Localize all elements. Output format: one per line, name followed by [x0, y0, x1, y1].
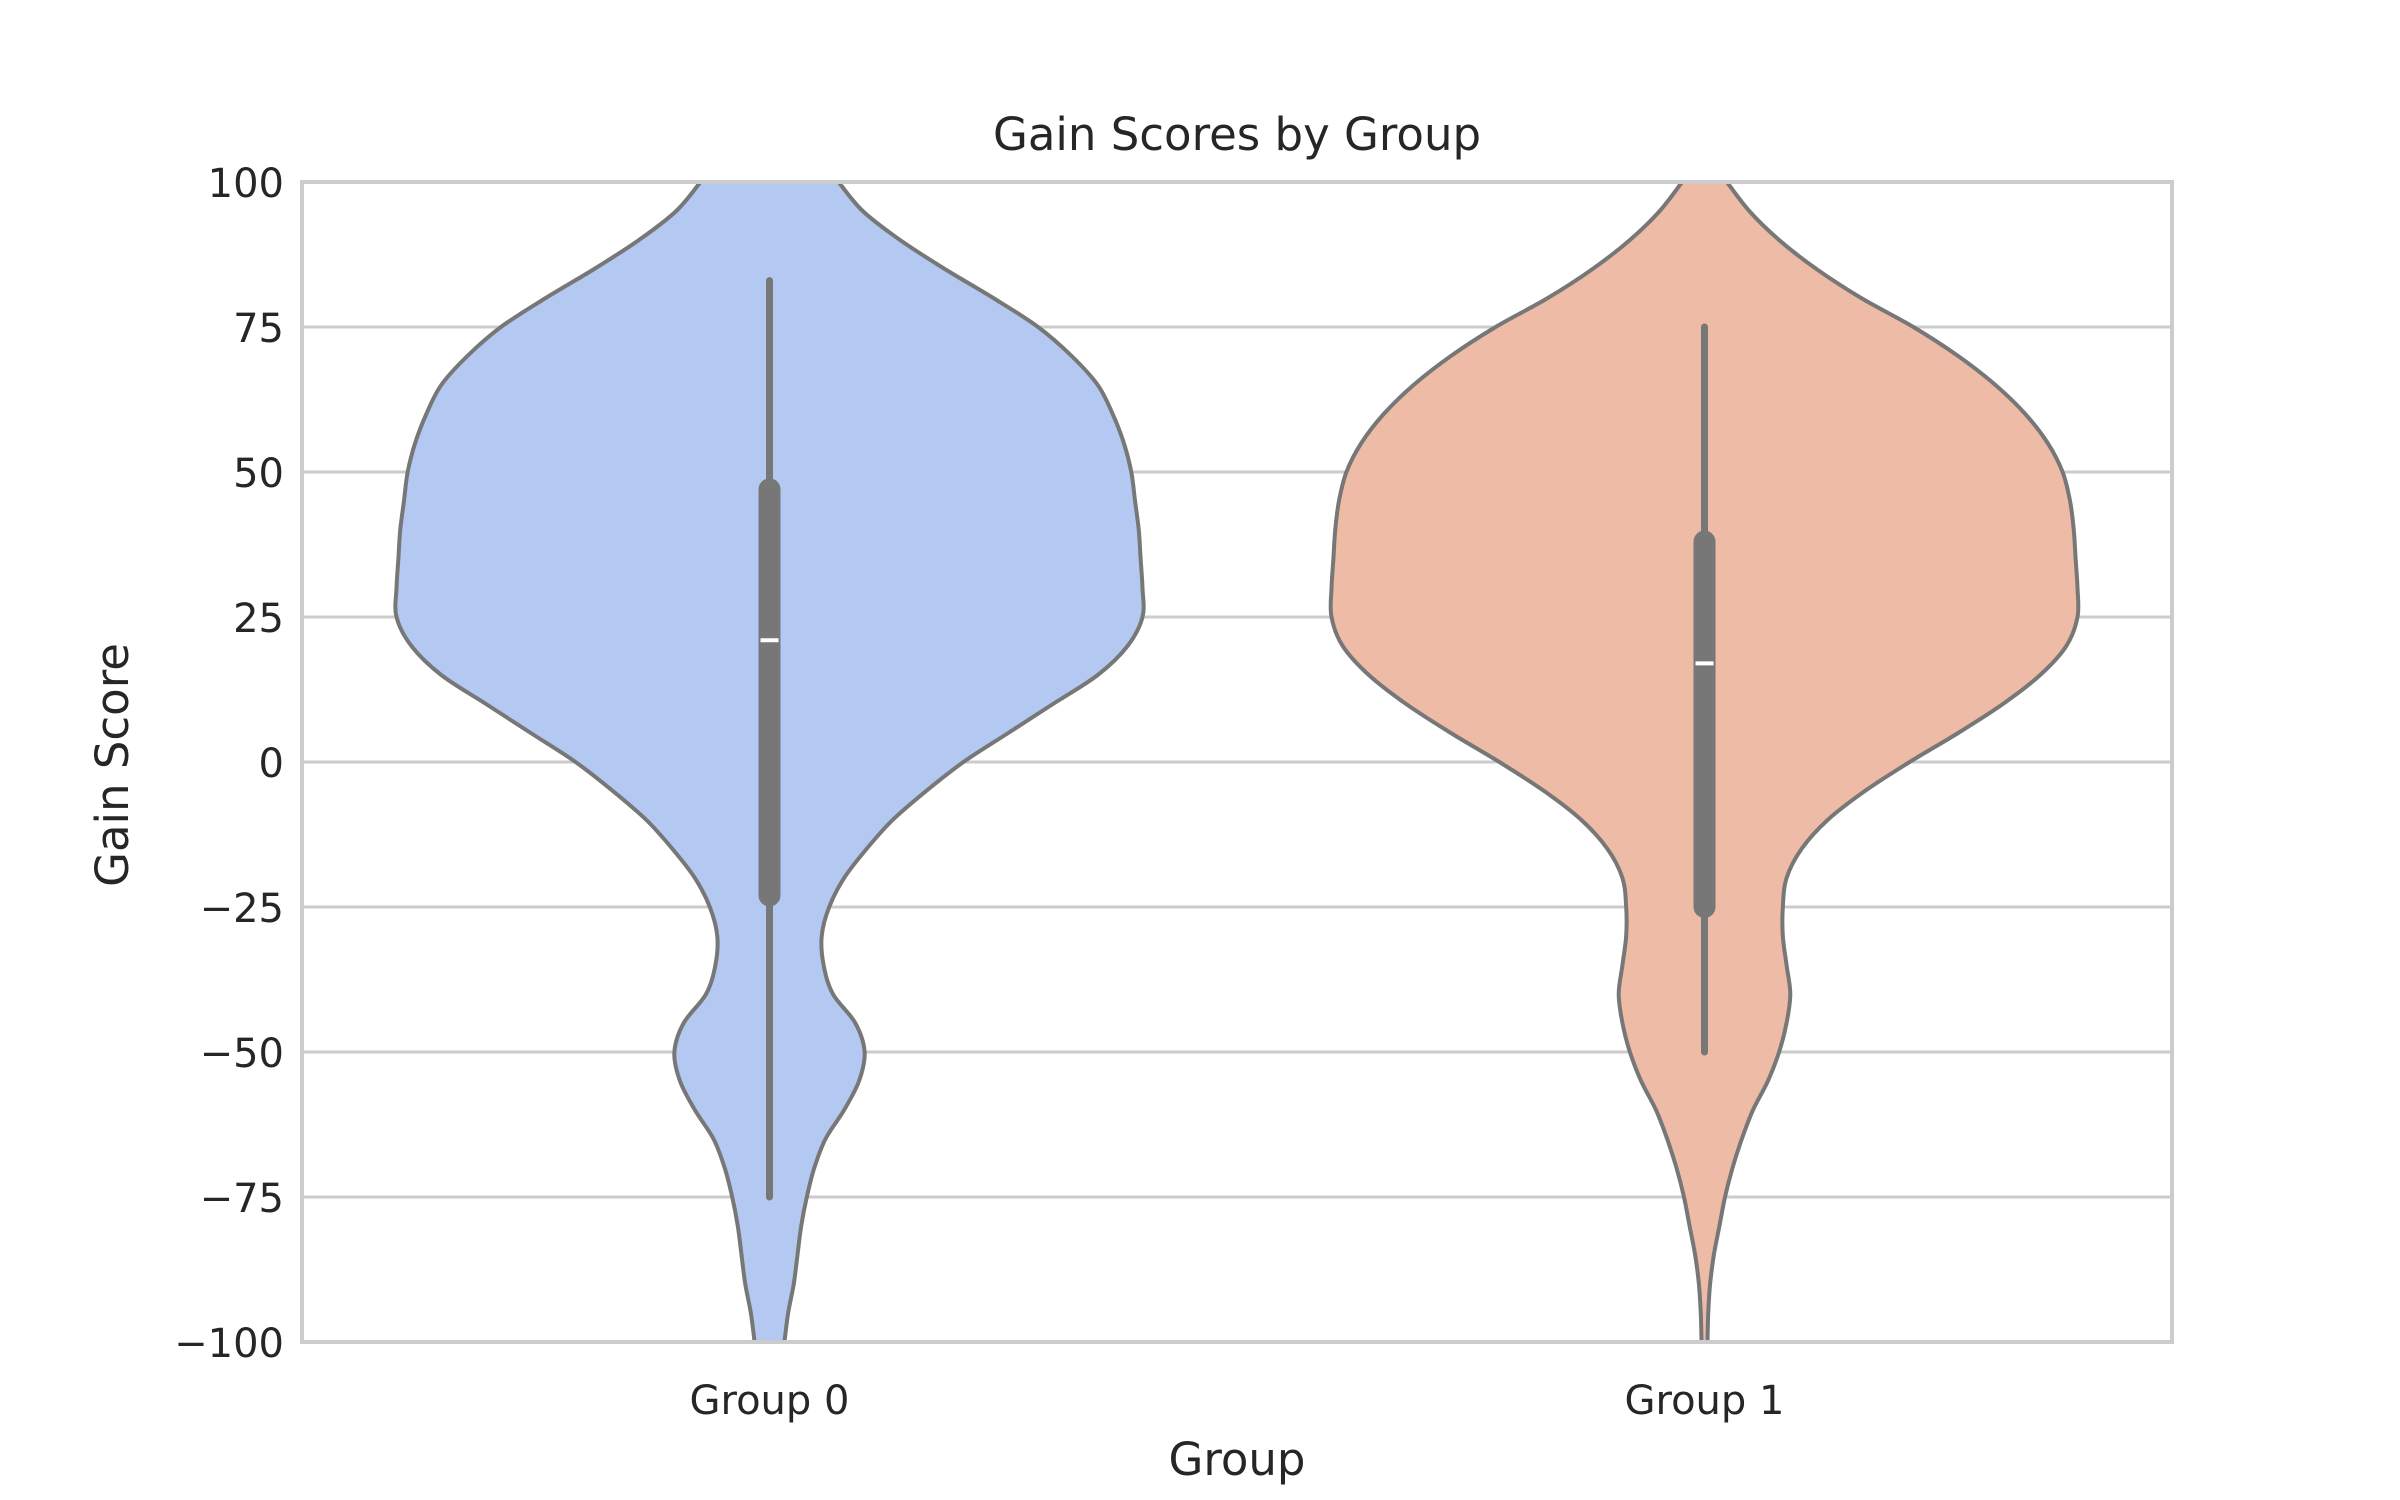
y-tick-label: −50: [200, 1031, 284, 1077]
y-tick-label: −25: [200, 886, 284, 932]
x-tick-label: Group 1: [1625, 1378, 1785, 1424]
x-axis-label: Group: [1169, 1433, 1306, 1486]
x-axis-ticks: Group 0 Group 1: [690, 1378, 1785, 1424]
y-tick-label: 50: [233, 451, 284, 497]
y-tick-label: −100: [174, 1321, 284, 1367]
y-tick-label: 0: [259, 741, 284, 787]
y-tick-label: 25: [233, 596, 284, 642]
x-tick-label: Group 0: [690, 1378, 850, 1424]
y-tick-label: 100: [208, 161, 284, 207]
plot-area-frame: [300, 180, 2174, 1344]
y-tick-label: 75: [233, 306, 284, 352]
y-axis-ticks: −100 −75 −50 −25 0 25 50 75 100: [174, 161, 284, 1367]
y-tick-label: −75: [200, 1176, 284, 1222]
y-axis-label: Gain Score: [86, 643, 139, 887]
violins: [393, 180, 2081, 1344]
chart-title: Gain Scores by Group: [993, 108, 1481, 161]
